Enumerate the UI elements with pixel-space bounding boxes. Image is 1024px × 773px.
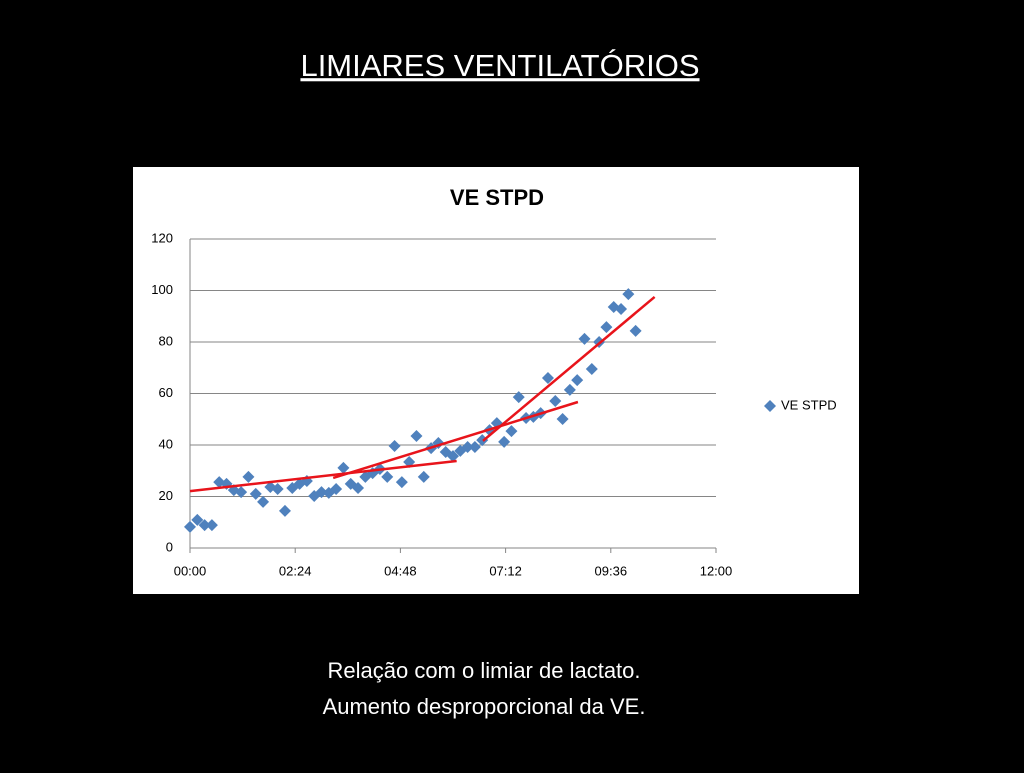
data-point bbox=[505, 425, 518, 438]
data-point bbox=[600, 321, 613, 334]
chart-title: VE STPD bbox=[450, 185, 544, 210]
data-point bbox=[622, 288, 635, 301]
data-point bbox=[468, 441, 481, 454]
data-point bbox=[191, 513, 204, 526]
y-tick-label: 80 bbox=[159, 333, 173, 348]
y-tick-label: 120 bbox=[151, 230, 173, 245]
data-point bbox=[549, 394, 562, 407]
data-point bbox=[337, 461, 350, 474]
x-tick-label: 00:00 bbox=[174, 563, 207, 578]
data-point bbox=[242, 470, 255, 483]
data-point bbox=[184, 520, 196, 533]
x-tick-label: 02:24 bbox=[279, 563, 312, 578]
data-point bbox=[498, 435, 511, 448]
trend-line bbox=[332, 400, 579, 480]
data-point bbox=[249, 487, 262, 500]
data-point bbox=[205, 519, 218, 532]
legend-marker bbox=[764, 400, 776, 412]
data-point bbox=[410, 429, 423, 442]
data-point bbox=[381, 470, 394, 483]
data-point bbox=[578, 332, 591, 345]
trend-line bbox=[482, 295, 656, 442]
data-point bbox=[315, 486, 328, 499]
x-tick-label: 07:12 bbox=[489, 563, 522, 578]
data-point bbox=[417, 470, 430, 483]
y-tick-label: 0 bbox=[166, 539, 173, 554]
legend-label: VE STPD bbox=[781, 397, 837, 412]
trend-line bbox=[189, 459, 457, 493]
y-tick-label: 60 bbox=[159, 385, 173, 400]
x-tick-label: 04:48 bbox=[384, 563, 417, 578]
data-point bbox=[447, 450, 459, 463]
y-tick-label: 20 bbox=[159, 488, 173, 503]
data-point bbox=[352, 482, 365, 495]
data-point bbox=[585, 363, 598, 376]
y-tick-label: 40 bbox=[159, 436, 173, 451]
data-point bbox=[271, 483, 284, 496]
data-point bbox=[330, 483, 343, 496]
data-point bbox=[388, 440, 401, 453]
plot: 0 20 40 60 80 100 120 00:00 02:24 04:48 07:12 09:36… bbox=[151, 230, 836, 578]
data-point bbox=[615, 303, 628, 316]
data-point bbox=[395, 476, 408, 489]
data-point bbox=[257, 495, 270, 508]
x-tick-label: 09:36 bbox=[595, 563, 628, 578]
data-point bbox=[512, 391, 525, 404]
chart-area bbox=[133, 167, 859, 594]
data-point bbox=[556, 412, 569, 425]
data-point bbox=[541, 372, 554, 385]
data-point bbox=[563, 383, 576, 396]
slide-title: LIMIARES VENTILATÓRIOS bbox=[300, 48, 699, 83]
data-point bbox=[571, 374, 584, 387]
data-point bbox=[461, 441, 474, 454]
caption-line: Relação com o limiar de lactato. bbox=[327, 658, 640, 683]
y-tick-label: 100 bbox=[151, 282, 173, 297]
x-tick-label: 12:00 bbox=[700, 563, 733, 578]
data-point bbox=[476, 434, 489, 447]
data-point bbox=[278, 504, 291, 517]
data-point bbox=[235, 486, 248, 499]
data-point bbox=[198, 519, 211, 532]
caption-line: Aumento desproporcional da VE. bbox=[323, 694, 646, 719]
data-point bbox=[629, 324, 642, 337]
